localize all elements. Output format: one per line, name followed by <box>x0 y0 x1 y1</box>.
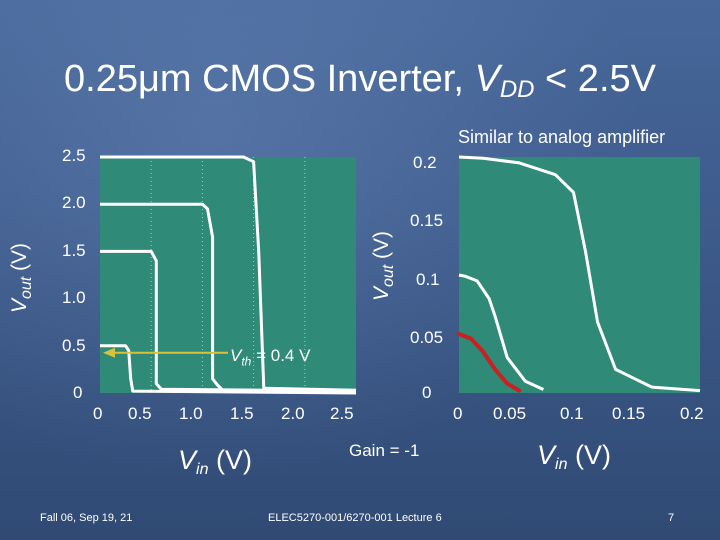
right-ylabel-unit: (V) <box>370 230 393 265</box>
left-curve-2 <box>100 155 357 392</box>
left-ylabel-unit: (V) <box>8 242 31 277</box>
slide-title: 0.25μm CMOS Inverter, VDD < 2.5V <box>0 58 720 104</box>
right-xtick-0.15: 0.15 <box>612 404 646 423</box>
left-xtick-0.5: 0.5 <box>128 404 152 423</box>
right-xlabel-main: V <box>537 440 556 470</box>
left-plot-area <box>100 157 356 393</box>
left-curve-1 <box>100 249 357 393</box>
left-ylabel-sub: out <box>18 276 35 300</box>
right-ylabel-main: V <box>370 287 393 302</box>
right-ytick-0.05: 0.05 <box>410 328 444 347</box>
right-xlabel-sub: in <box>555 456 568 473</box>
right-ytick-0.15: 0.15 <box>410 211 444 230</box>
right-curve-1 <box>458 273 545 391</box>
title-tail: < 2.5V <box>534 58 656 100</box>
left-ytick-1.0: 1.0 <box>62 288 86 307</box>
left-ylabel: Vout (V) <box>8 243 36 313</box>
right-ylabel: Vout (V) <box>370 231 398 301</box>
left-ytick-0.5: 0.5 <box>62 336 86 355</box>
footer-date: Fall 06, Sep 19, 21 <box>40 512 133 524</box>
right-plot-area <box>459 157 700 393</box>
left-ytick-2.0: 2.0 <box>62 193 86 212</box>
vth-arrow-head <box>103 347 115 358</box>
right-xtick-0.1: 0.1 <box>560 404 584 423</box>
right-xtick-0.05: 0.05 <box>493 404 527 423</box>
left-xlabel-unit: (V) <box>208 445 252 475</box>
right-xlabel-unit: (V) <box>567 440 611 470</box>
right-xtick-0.2: 0.2 <box>680 404 704 423</box>
right-xlabel: Vin (V) <box>537 440 611 474</box>
left-ylabel-main: V <box>8 299 31 314</box>
vth-sub: th <box>241 354 252 369</box>
note-analog-amplifier: Similar to analog amplifier <box>458 127 666 147</box>
right-xtick-0: 0 <box>453 404 463 423</box>
gain-segment <box>457 332 522 393</box>
left-xlabel-sub: in <box>196 461 209 478</box>
left-xtick-1.0: 1.0 <box>179 404 203 423</box>
title-text: 0.25μm CMOS Inverter, <box>64 58 475 100</box>
left-ytick-2.5: 2.5 <box>62 146 86 165</box>
left-xtick-2.0: 2.0 <box>281 404 305 423</box>
left-xlabel: Vin (V) <box>178 445 252 479</box>
footer-course: ELEC5270-001/6270-001 Lecture 6 <box>268 512 442 524</box>
vth-annotation: Vth = 0.4 V <box>230 346 310 368</box>
title-var: V <box>474 58 500 100</box>
left-xlabel-main: V <box>178 445 197 475</box>
page-number: 7 <box>668 512 675 524</box>
left-xtick-2.5: 2.5 <box>330 404 354 423</box>
right-ytick-0: 0 <box>422 383 432 402</box>
right-ytick-0.1: 0.1 <box>416 270 440 289</box>
right-curve-0 <box>458 155 701 393</box>
vth-tail: = 0.4 V <box>251 346 311 365</box>
vth-v: V <box>230 346 242 365</box>
right-ylabel-sub: out <box>380 264 397 288</box>
right-ytick-0.2: 0.2 <box>413 153 437 172</box>
left-xtick-1.5: 1.5 <box>230 404 254 423</box>
title-sub: DD <box>499 76 535 103</box>
left-curve-3 <box>100 344 357 395</box>
left-ytick-1.5: 1.5 <box>62 241 86 260</box>
gain-label: Gain = -1 <box>349 441 420 460</box>
left-xtick-0: 0 <box>93 404 103 423</box>
left-ytick-0: 0 <box>73 383 83 402</box>
